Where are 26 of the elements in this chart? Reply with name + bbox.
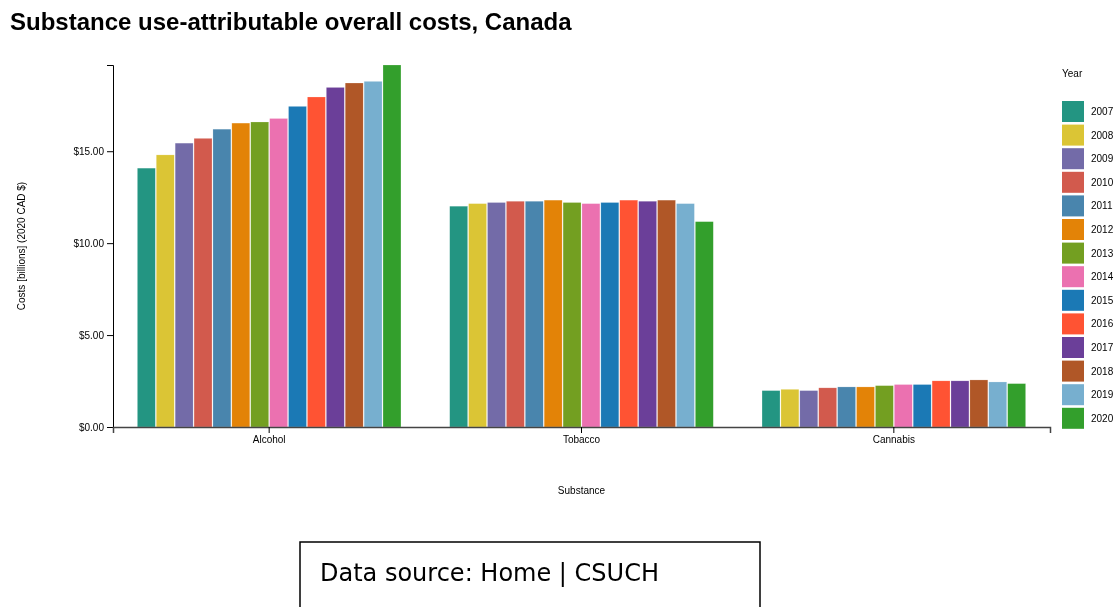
y-axis-title: Costs [billions] (2020 CAD $)	[16, 181, 27, 311]
legend-label: 2014	[1091, 271, 1114, 283]
legend-label: 2015	[1091, 294, 1114, 306]
legend-label: 2011	[1091, 200, 1113, 212]
y-tick-label: $10.00	[73, 237, 105, 249]
legend-label: 2019	[1091, 389, 1114, 401]
legend-label: 2012	[1091, 224, 1114, 235]
source-note: Data source: Home | CSUCH	[320, 559, 659, 587]
x-tick-label: Cannabis	[872, 434, 915, 446]
legend-label: 2009	[1091, 153, 1114, 165]
legend-label: 2018	[1091, 365, 1114, 377]
legend-label: 2008	[1091, 129, 1114, 141]
y-tick-label: $5.00	[78, 329, 105, 341]
legend-label: 2016	[1091, 318, 1114, 330]
chart-title: Substance use-attributable overall costs, Canada	[10, 8, 573, 35]
legend-label: 2020	[1091, 412, 1114, 424]
legend-label: 2013	[1091, 247, 1114, 259]
legend-label: 2007	[1091, 106, 1114, 117]
x-tick-label: Alcohol	[252, 434, 286, 446]
legend-label: 2010	[1091, 176, 1114, 188]
y-tick-label: $0.00	[78, 421, 105, 433]
x-tick-label: Tobacco	[562, 434, 601, 446]
legend-label: 2017	[1091, 342, 1114, 353]
x-axis-title: Substance	[557, 485, 606, 496]
y-tick-label: $15.00	[73, 145, 105, 157]
legend-title: Year	[1062, 68, 1083, 79]
